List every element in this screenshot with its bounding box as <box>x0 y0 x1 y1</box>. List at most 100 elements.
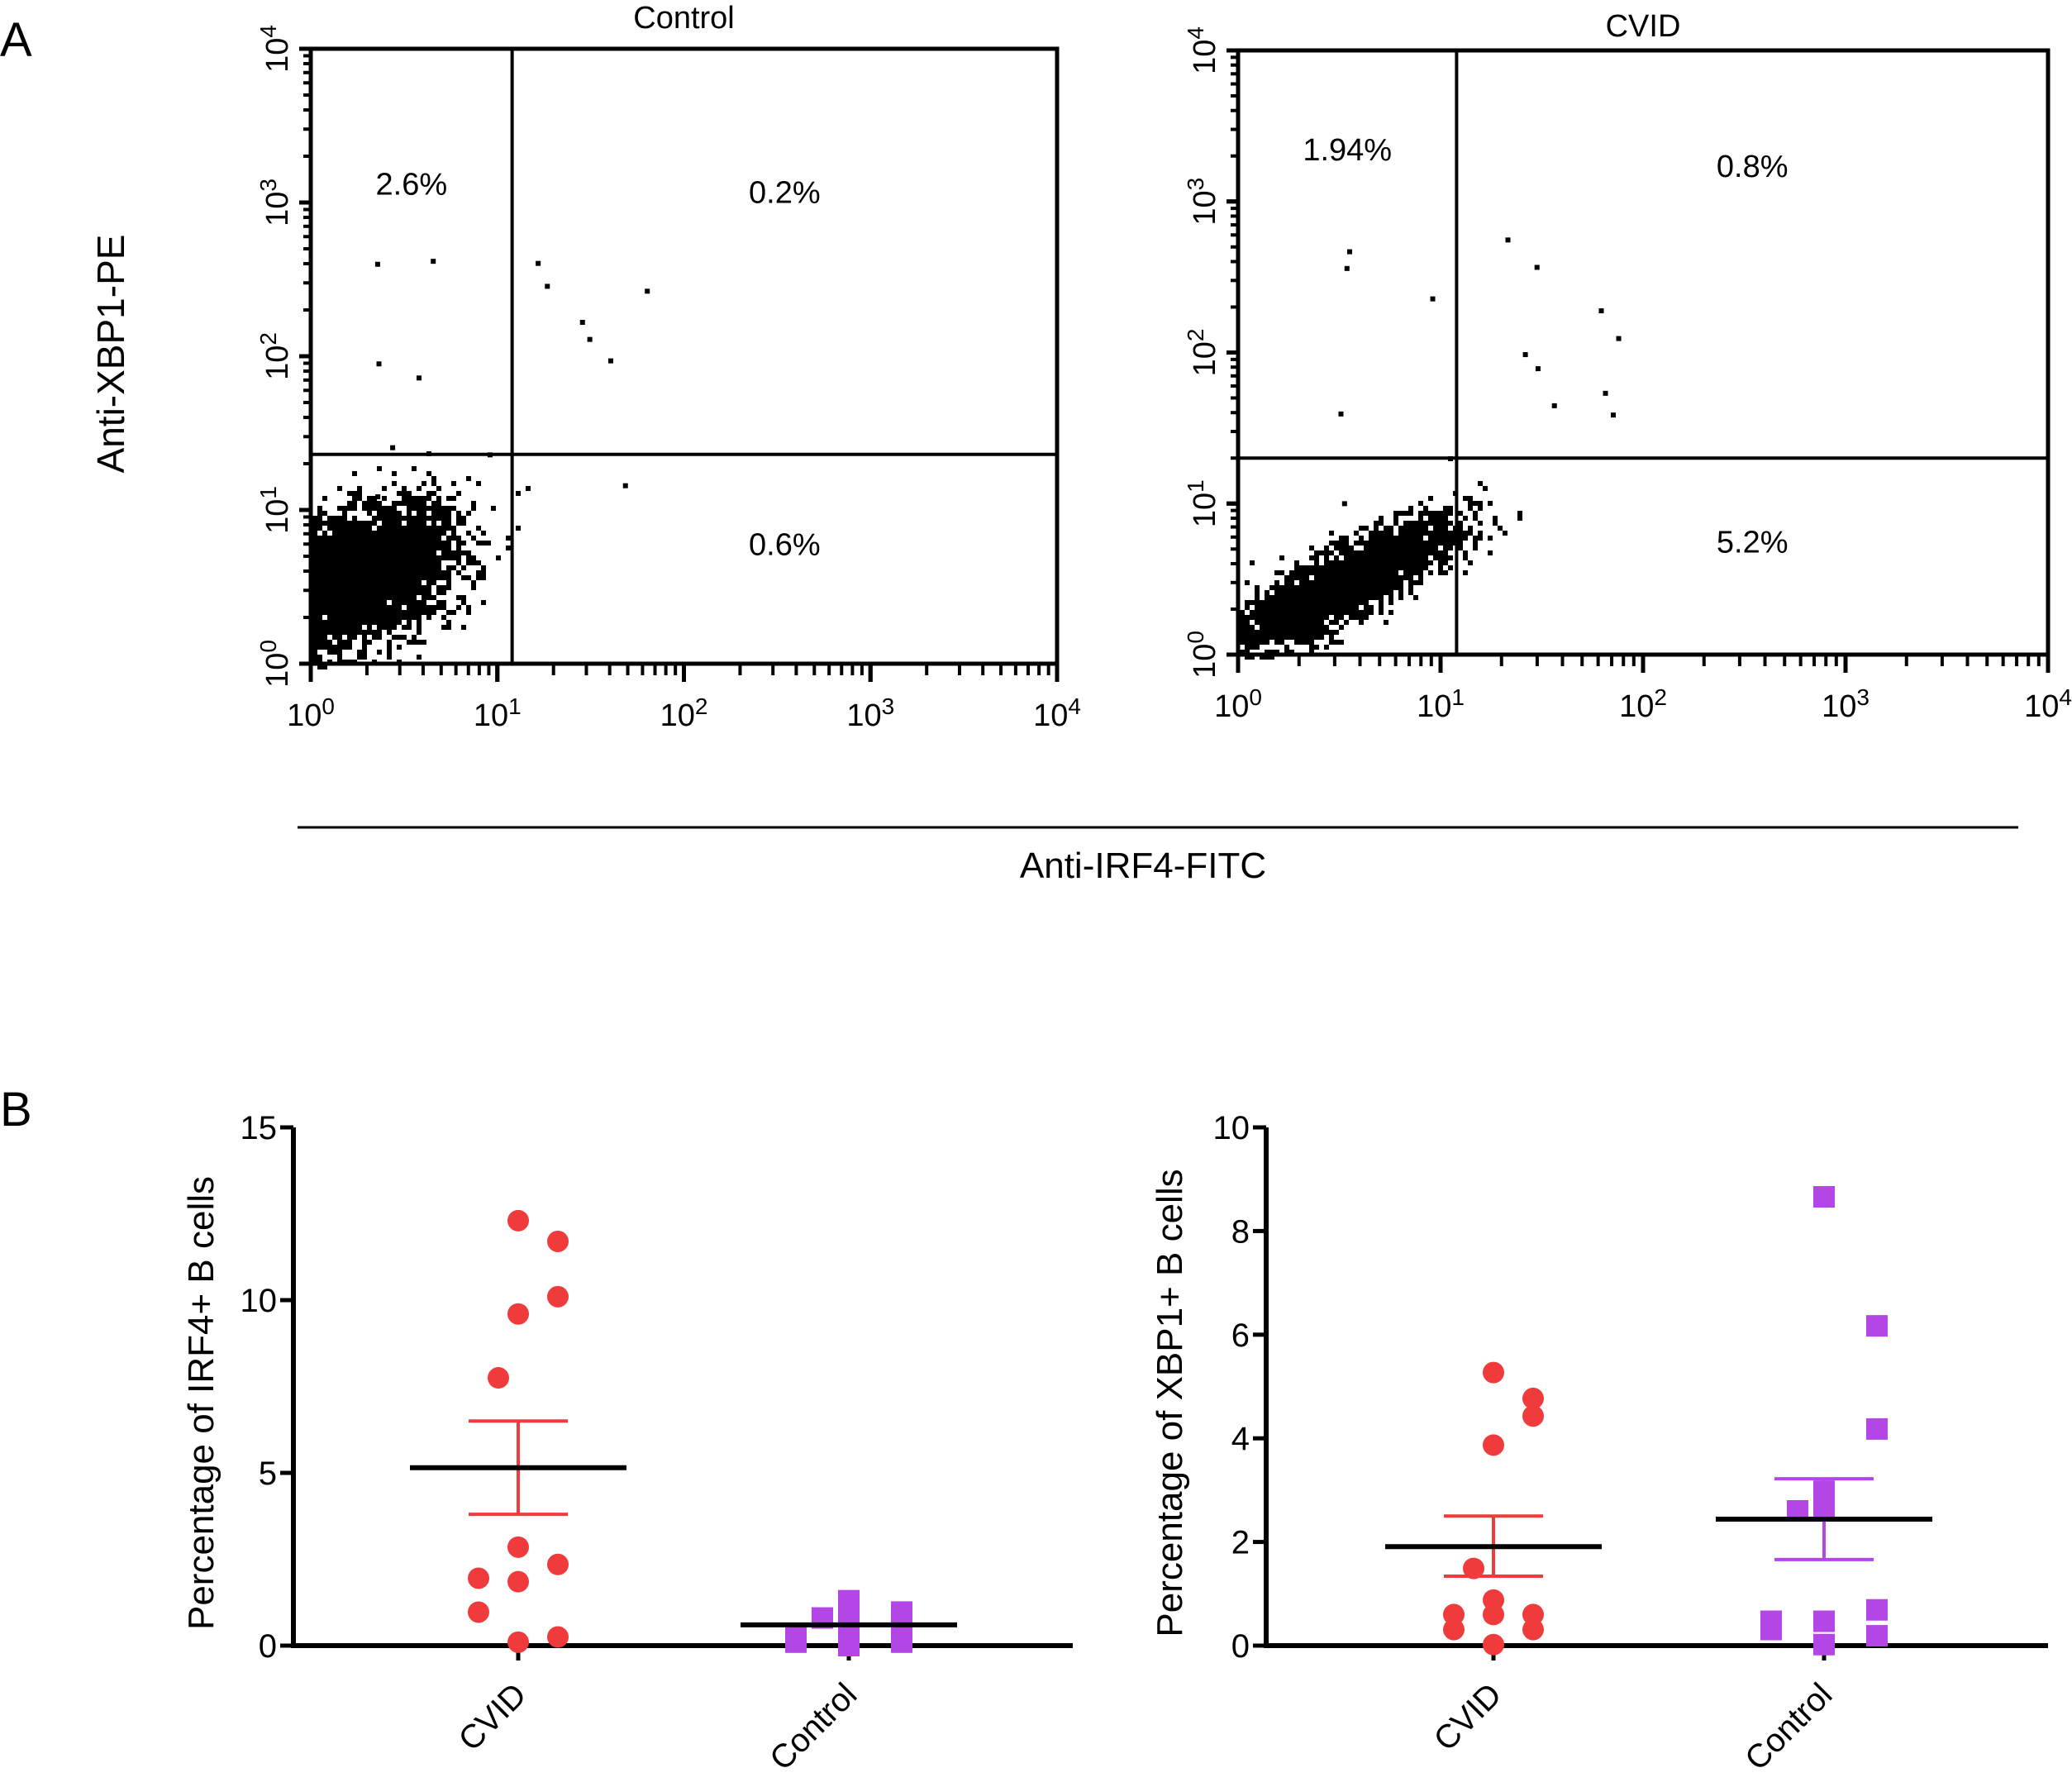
event-dot <box>397 491 402 496</box>
event-dot <box>426 506 431 511</box>
event-dot <box>392 481 397 486</box>
event-dot <box>471 555 476 560</box>
event-dot <box>426 541 431 546</box>
event-dot <box>312 585 317 590</box>
event-dot <box>337 526 342 531</box>
event-dot <box>1309 570 1314 575</box>
event-dot <box>412 585 417 590</box>
event-dot <box>426 570 431 575</box>
event-dot <box>367 555 372 560</box>
event-dot <box>372 565 377 570</box>
event-dot <box>342 536 347 541</box>
event-dot <box>387 550 392 555</box>
event-dot <box>1488 536 1493 541</box>
event-dot <box>347 620 352 625</box>
event-dot <box>466 531 471 536</box>
event-dot <box>322 585 327 590</box>
event-dot <box>402 546 407 550</box>
event-dot <box>347 546 352 550</box>
event-dot <box>436 565 441 570</box>
event-dot <box>417 511 422 516</box>
event-dot <box>1443 550 1448 555</box>
event-dot <box>392 541 397 546</box>
event-dot <box>1294 575 1299 580</box>
event-dot <box>367 630 372 635</box>
event-dot <box>397 605 402 610</box>
event-dot <box>466 511 471 516</box>
event-dot <box>347 521 352 526</box>
event-dot <box>1250 560 1255 565</box>
event-dot <box>412 600 417 605</box>
event-dot <box>422 550 426 555</box>
event-dot <box>377 580 382 585</box>
event-dot <box>377 595 382 600</box>
event-dot <box>387 655 392 660</box>
event-dot <box>337 555 342 560</box>
event-dot <box>417 615 422 620</box>
event-dot <box>367 610 372 615</box>
event-dot <box>441 625 446 630</box>
event-dot <box>342 560 347 565</box>
event-dot <box>377 610 382 615</box>
event-dot <box>392 605 397 610</box>
event-dot <box>387 511 392 516</box>
event-dot <box>436 546 441 550</box>
event-dot <box>332 595 337 600</box>
event-dot <box>456 511 461 516</box>
event-dot <box>367 546 372 550</box>
event-dot <box>372 610 377 615</box>
event-dot <box>347 630 352 635</box>
event-dot <box>431 555 436 560</box>
event-dot <box>387 645 392 650</box>
event-dot <box>352 471 357 476</box>
event-dot <box>441 516 446 521</box>
event-dot <box>357 650 362 655</box>
event-dot <box>481 531 486 536</box>
event-dot <box>426 585 431 590</box>
event-dot <box>417 620 422 625</box>
event-dot <box>337 600 342 605</box>
event-dot <box>352 620 357 625</box>
event-dot <box>451 565 456 570</box>
event-dot <box>312 516 317 521</box>
event-dot <box>372 560 377 565</box>
event-dot <box>352 506 357 511</box>
event-dot <box>431 536 436 541</box>
event-dot <box>367 526 372 531</box>
event-dot <box>397 531 402 536</box>
event-dot <box>402 580 407 585</box>
event-dot <box>387 585 392 590</box>
event-dot <box>357 521 362 526</box>
event-dot <box>342 575 347 580</box>
flow-x-axis-label: Anti-IRF4-FITC <box>1020 846 1266 886</box>
event-dot <box>357 580 362 585</box>
event-dot <box>402 501 407 506</box>
event-dot <box>367 640 372 645</box>
event-dot <box>451 481 456 486</box>
event-dot <box>342 546 347 550</box>
event-dot <box>342 550 347 555</box>
event-dot <box>1274 580 1279 585</box>
event-dot <box>337 630 342 635</box>
event-dot <box>327 610 332 615</box>
event-dot <box>347 580 352 585</box>
event-dot <box>407 575 412 580</box>
event-dot <box>412 546 417 550</box>
event-dot <box>1384 531 1388 536</box>
event-dot <box>417 541 422 546</box>
event-dot <box>422 640 426 645</box>
event-dot <box>372 635 377 640</box>
event-dot <box>456 491 461 496</box>
event-cloud <box>1240 237 1622 660</box>
event-dot <box>446 541 451 546</box>
event-dot <box>1269 655 1274 660</box>
event-dot <box>1359 620 1364 625</box>
event-dot <box>392 615 397 620</box>
event-dot <box>327 640 332 645</box>
event-dot <box>322 560 327 565</box>
event-dot <box>397 541 402 546</box>
event-dot <box>446 516 451 521</box>
event-dot <box>327 600 332 605</box>
event-dot <box>446 570 451 575</box>
